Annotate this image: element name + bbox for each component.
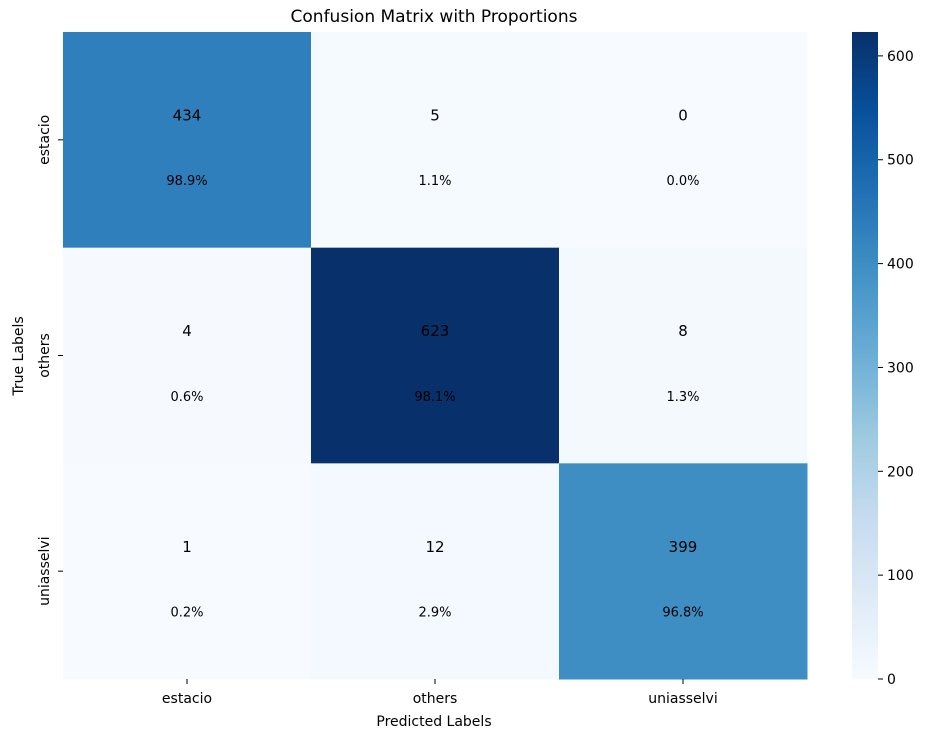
cell-proportion-label: 0.0% bbox=[666, 174, 699, 189]
heatmap-cell bbox=[63, 247, 312, 464]
cell-proportion-label: 2.9% bbox=[418, 605, 451, 620]
colorbar bbox=[852, 32, 878, 679]
cell-proportion-label: 98.9% bbox=[166, 174, 207, 189]
y-tick-label: others bbox=[37, 333, 53, 378]
x-tick-label: estacio bbox=[162, 691, 212, 707]
y-axis-ticks: estacio others uniasselvi bbox=[37, 115, 63, 606]
y-tick-label: estacio bbox=[37, 115, 53, 165]
cell-proportion-label: 0.6% bbox=[170, 390, 203, 405]
x-tick-label: others bbox=[413, 691, 458, 707]
x-axis-ticks: estacio others uniasselvi bbox=[162, 679, 718, 707]
heatmap-cell bbox=[559, 463, 808, 680]
colorbar-tick-label: 400 bbox=[887, 257, 914, 273]
cell-count-label: 4 bbox=[182, 322, 192, 340]
heatmap-cell bbox=[559, 247, 808, 464]
colorbar-ticks: 0 100 200 300 400 500 600 bbox=[878, 49, 914, 688]
y-tick-label: uniasselvi bbox=[37, 536, 53, 605]
chart-title: Confusion Matrix with Proportions bbox=[291, 7, 578, 27]
colorbar-tick-label: 200 bbox=[887, 464, 914, 480]
heatmap-cell bbox=[559, 32, 808, 249]
colorbar-tick-label: 100 bbox=[887, 568, 914, 584]
heatmap-cell bbox=[311, 32, 560, 249]
colorbar-tick-label: 600 bbox=[887, 49, 914, 65]
y-axis-label: True Labels bbox=[11, 316, 27, 396]
cell-proportion-label: 96.8% bbox=[662, 605, 703, 620]
cell-count-label: 8 bbox=[678, 322, 688, 340]
cell-count-label: 399 bbox=[669, 538, 698, 556]
heatmap-cells bbox=[63, 32, 808, 680]
cell-proportion-label: 1.3% bbox=[666, 390, 699, 405]
cell-count-label: 1 bbox=[182, 538, 192, 556]
x-tick-label: uniasselvi bbox=[648, 691, 717, 707]
cell-count-label: 5 bbox=[430, 106, 440, 124]
cell-proportion-label: 0.2% bbox=[170, 605, 203, 620]
cell-proportion-label: 1.1% bbox=[418, 174, 451, 189]
heatmap-cell bbox=[63, 463, 312, 680]
cell-count-label: 623 bbox=[421, 322, 450, 340]
colorbar-tick-label: 500 bbox=[887, 153, 914, 169]
cell-count-label: 12 bbox=[425, 538, 444, 556]
heatmap-annotations: 434 98.9% 5 1.1% 0 0.0% 4 0.6% 623 98.1% 8 1.3% 1 0.2… bbox=[166, 106, 703, 620]
colorbar-tick-label: 0 bbox=[887, 672, 896, 688]
cell-count-label: 0 bbox=[678, 106, 688, 124]
x-axis-label: Predicted Labels bbox=[376, 714, 491, 730]
heatmap-cell bbox=[311, 247, 560, 464]
cell-proportion-label: 98.1% bbox=[414, 390, 455, 405]
colorbar-tick-label: 300 bbox=[887, 360, 914, 376]
heatmap-cell bbox=[63, 32, 312, 249]
heatmap-cell bbox=[311, 463, 560, 680]
cell-count-label: 434 bbox=[173, 106, 202, 124]
